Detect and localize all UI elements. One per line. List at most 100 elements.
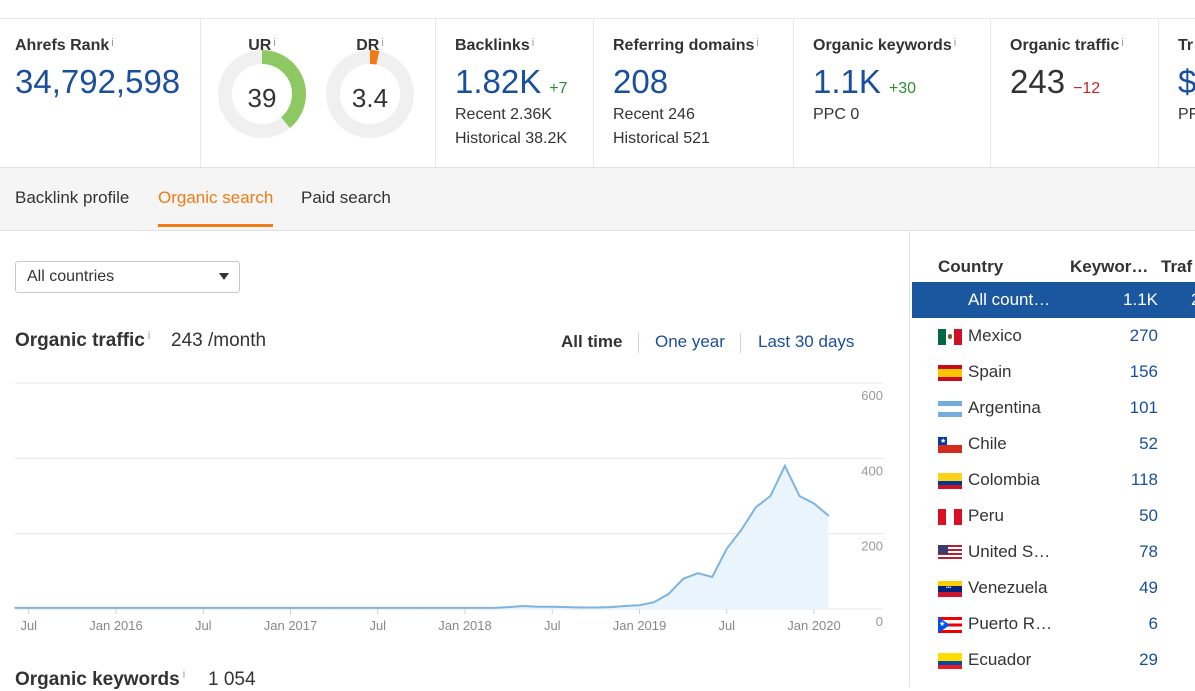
country-row[interactable]: ★ Chile 52 (912, 426, 1195, 462)
backlinks-cell: Backlinks i 1.82K +7 Recent 2.36K Historic… (435, 19, 594, 167)
traffic-column-header[interactable]: Traf (1161, 257, 1193, 276)
backlinks-value[interactable]: 1.82K +7 (455, 63, 568, 100)
backlinks-recent: Recent 2.36K (455, 106, 552, 123)
country-keywords[interactable]: 78 (1139, 542, 1158, 561)
x-tick-label: Jan 2017 (264, 618, 318, 633)
country-name[interactable]: Ecuador (968, 650, 1032, 669)
tab-paid-search[interactable]: Paid search (301, 188, 391, 207)
country-row[interactable]: Ecuador 29 (912, 642, 1195, 678)
dr-gauge: DR i 3.4 (325, 37, 415, 139)
info-icon[interactable]: i (182, 669, 186, 681)
organic-traffic-value[interactable]: 243 −12 (1010, 63, 1101, 100)
country-row[interactable]: All count… 1.1K 2 (912, 282, 1195, 318)
organic-keywords-section-title: Organic keywords i (15, 669, 186, 690)
country-keywords[interactable]: 50 (1139, 506, 1158, 525)
data-point (696, 572, 699, 574)
backlinks-label: Backlinks i (455, 37, 535, 54)
traffic-value-value[interactable]: $ (1178, 63, 1195, 100)
country-row[interactable]: Argentina 101 (912, 390, 1195, 426)
country-keywords[interactable]: 6 (1148, 614, 1158, 633)
country-name[interactable]: Argentina (968, 398, 1041, 417)
x-tick-label: Jan 2016 (89, 618, 143, 633)
traffic-area (15, 465, 829, 609)
ur-value: 39 (247, 83, 277, 113)
country-name[interactable]: Chile (968, 434, 1007, 453)
organic-traffic-delta: −12 (1073, 80, 1101, 97)
country-traffic: 2 (1191, 290, 1195, 310)
info-icon[interactable]: i (531, 37, 535, 49)
data-point (536, 605, 539, 608)
country-row[interactable]: ••• Venezuela 49 (912, 570, 1195, 606)
country-select[interactable]: All countries (15, 261, 240, 293)
ahrefs-rank-cell: Ahrefs Rank i 34,792,598 (0, 19, 201, 167)
info-icon[interactable]: i (147, 330, 151, 342)
data-point (493, 607, 495, 609)
country-row[interactable]: United S… 78 (912, 534, 1195, 570)
country-row[interactable]: Mexico 270 (912, 318, 1195, 354)
data-point (624, 605, 626, 607)
backlinks-historical: Historical 38.2K (455, 130, 568, 147)
puerto-rico-flag-icon: ★ (938, 617, 962, 633)
data-point (115, 607, 117, 609)
country-keywords[interactable]: 118 (1130, 470, 1158, 489)
country-name[interactable]: Colombia (968, 470, 1040, 489)
country-column-header[interactable]: Country (938, 257, 1004, 276)
organic-traffic-chart[interactable]: 600 400 200 0 Jul Jan 2016 Jul Jan 2017 Jul Jan 2… (0, 365, 905, 640)
organic-traffic-label: Organic traffic i (1010, 37, 1124, 54)
info-icon[interactable]: i (111, 37, 114, 49)
ur-gauge-ring (218, 50, 306, 138)
chile-flag-icon: ★ (938, 437, 962, 453)
country-name[interactable]: Mexico (968, 326, 1022, 345)
info-icon[interactable]: i (953, 37, 957, 49)
info-icon[interactable]: i (381, 37, 384, 49)
ahrefs-rank-label: Ahrefs Rank i (15, 37, 114, 54)
organic-keywords-ppc: PPC 0 (813, 106, 860, 123)
organic-keywords-value[interactable]: 1.1K +30 (813, 63, 917, 100)
country-row[interactable]: Peru 50 (912, 498, 1195, 534)
tab-organic-search[interactable]: Organic search (158, 188, 274, 227)
country-name[interactable]: Venezuela (968, 578, 1048, 597)
data-point (377, 607, 379, 609)
country-name[interactable]: Puerto R… (968, 614, 1053, 633)
range-last-30-days[interactable]: Last 30 days (758, 332, 855, 351)
rating-gauges-cell: UR i 39 DR i 3.4 (200, 19, 436, 167)
country-keywords[interactable]: 270 (1129, 326, 1158, 345)
country-keywords[interactable]: 52 (1139, 434, 1158, 453)
referring-domains-cell: Referring domains i 208 Recent 246 Histor… (593, 19, 794, 167)
country-name[interactable]: Peru (968, 506, 1004, 525)
info-icon[interactable]: i (756, 37, 759, 49)
country-keywords[interactable]: 101 (1129, 398, 1158, 417)
country-row[interactable]: Spain 156 (912, 354, 1195, 390)
caret-down-icon (219, 273, 229, 280)
country-name[interactable]: Spain (968, 362, 1012, 381)
tab-backlink-profile[interactable]: Backlink profile (15, 188, 130, 207)
dr-gauge-ring (326, 50, 414, 138)
referring-domains-value[interactable]: 208 (613, 63, 669, 100)
ur-gauge: UR i 39 (217, 37, 307, 139)
organic-keywords-section-value: 1 054 (208, 669, 256, 690)
country-name[interactable]: All count… (968, 290, 1051, 309)
x-tick-label: Jan 2018 (438, 618, 492, 633)
mexico-flag-icon (938, 329, 962, 345)
referring-domains-label: Referring domains i (613, 37, 759, 54)
data-point (551, 605, 554, 608)
x-tick-label: Jul (718, 618, 735, 633)
backlinks-delta: +7 (549, 80, 568, 97)
country-row[interactable]: ★ Puerto R… 6 (912, 606, 1195, 642)
data-point (246, 607, 248, 609)
organic-traffic-chart-title: Organic traffic i (15, 330, 151, 351)
range-one-year[interactable]: One year (655, 332, 725, 351)
data-point (71, 607, 74, 609)
country-keywords[interactable]: 156 (1129, 362, 1158, 381)
info-icon[interactable]: i (273, 37, 276, 49)
country-keywords[interactable]: 1.1K (1123, 290, 1158, 309)
country-keywords[interactable]: 29 (1139, 650, 1158, 669)
info-icon[interactable]: i (1121, 37, 1124, 49)
country-row[interactable]: Colombia 118 (912, 462, 1195, 498)
keywords-column-header[interactable]: Keywor… (1070, 257, 1149, 276)
range-all-time[interactable]: All time (561, 332, 623, 351)
data-point (711, 576, 713, 578)
data-point (740, 529, 743, 531)
country-keywords[interactable]: 49 (1139, 578, 1158, 597)
country-name[interactable]: United S… (968, 542, 1051, 561)
